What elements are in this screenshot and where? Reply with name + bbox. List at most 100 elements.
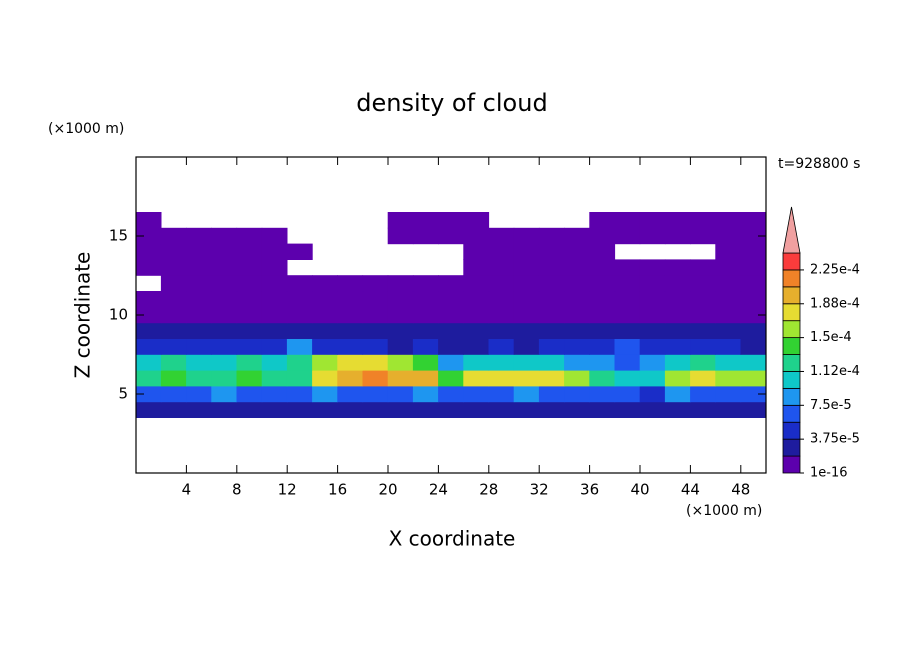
cell (236, 370, 263, 387)
cell (690, 338, 716, 355)
cell (589, 243, 616, 260)
cell (387, 338, 414, 355)
cell (286, 306, 313, 324)
cell (564, 370, 590, 387)
cell (438, 354, 464, 371)
cell (589, 354, 616, 371)
cell (690, 322, 716, 339)
cell (715, 385, 742, 403)
cell (614, 212, 641, 229)
x-tick-label: 8 (232, 481, 242, 499)
cell (438, 401, 464, 418)
cell (211, 306, 238, 324)
x-tick-label: 20 (378, 481, 397, 499)
cell (513, 338, 540, 355)
cell (513, 306, 540, 324)
cell (135, 370, 162, 387)
cell (286, 385, 313, 403)
cell (690, 227, 716, 245)
cell (664, 385, 691, 403)
cell (438, 370, 464, 387)
cell (715, 212, 742, 229)
cell (564, 227, 590, 245)
cell (690, 259, 716, 276)
cell (614, 306, 641, 324)
cell (160, 354, 187, 371)
cell (564, 275, 590, 292)
x-tick-label: 32 (530, 481, 549, 499)
cell (664, 370, 691, 387)
cell (186, 259, 212, 276)
cell (614, 227, 641, 245)
cell (286, 354, 313, 371)
cell (513, 243, 540, 260)
colorbar-box (782, 269, 801, 288)
cell (135, 243, 162, 260)
colorbar-over (782, 206, 801, 254)
cell (261, 370, 288, 387)
cell (715, 259, 742, 276)
cell (286, 338, 313, 355)
cell (513, 322, 540, 339)
cell (715, 370, 742, 387)
cell (463, 401, 490, 418)
cell (564, 354, 590, 371)
cell (740, 259, 767, 276)
cell (312, 306, 338, 324)
cell (740, 354, 767, 371)
x-tick-label: 4 (182, 481, 192, 499)
cell (160, 275, 187, 292)
cell (438, 306, 464, 324)
colorbar-box (782, 303, 801, 322)
cell (387, 275, 414, 292)
cell (589, 259, 616, 276)
x-tick-label: 36 (580, 481, 599, 499)
cell (589, 212, 616, 229)
cell (387, 401, 414, 418)
cell (715, 338, 742, 355)
cell (186, 275, 212, 292)
cell (488, 401, 515, 418)
chart-title: density of cloud (356, 89, 547, 117)
cell (387, 385, 414, 403)
cell (236, 322, 263, 339)
cell (362, 370, 389, 387)
colorbar-label: 1.12e-4 (810, 364, 860, 379)
cell (715, 227, 742, 245)
cell (740, 338, 767, 355)
cell (715, 243, 742, 260)
cell (337, 354, 364, 371)
cell (387, 306, 414, 324)
colorbar-label: 7.5e-5 (810, 398, 852, 413)
colorbar-label: 1e-16 (810, 466, 848, 481)
colorbar-label: 3.75e-5 (810, 432, 860, 447)
cell (236, 291, 263, 308)
colorbar-box (782, 404, 801, 423)
cell (463, 385, 490, 403)
cell (463, 243, 490, 260)
cell (337, 385, 364, 403)
cell (639, 227, 666, 245)
y-tick-label: 5 (118, 385, 128, 403)
cell (538, 275, 565, 292)
cell (387, 354, 414, 371)
cell (715, 354, 742, 371)
cell (589, 306, 616, 324)
x-tick-label: 28 (479, 481, 498, 499)
cell (589, 227, 616, 245)
cell (639, 212, 666, 229)
cell (740, 401, 767, 418)
colorbar-label: 1.88e-4 (810, 296, 860, 311)
cell (639, 306, 666, 324)
cell (261, 275, 288, 292)
cell (564, 259, 590, 276)
cell (160, 243, 187, 260)
x-tick-label: 16 (328, 481, 347, 499)
time-label: t=928800 s (778, 156, 860, 172)
cell (664, 338, 691, 355)
cell (488, 385, 515, 403)
cell (412, 354, 439, 371)
cell (261, 227, 288, 245)
cell (690, 354, 716, 371)
cell (690, 385, 716, 403)
